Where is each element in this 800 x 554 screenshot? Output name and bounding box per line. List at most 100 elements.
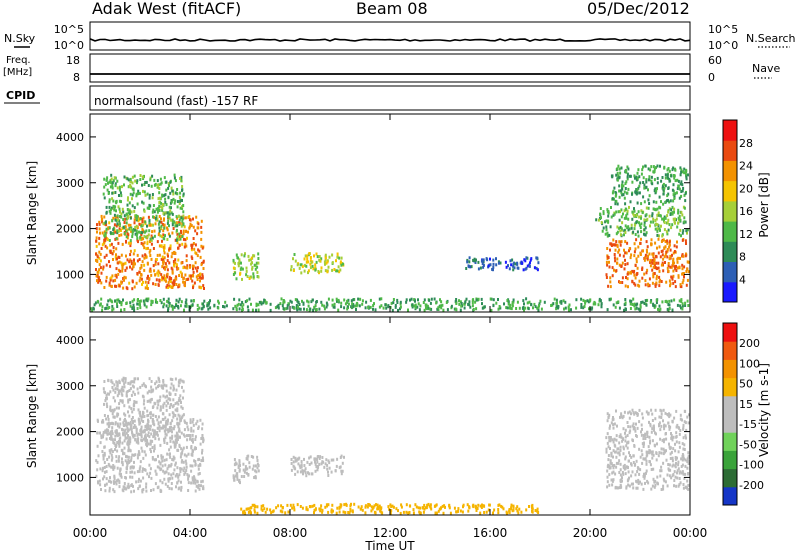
power-cell (652, 220, 655, 224)
power-cell (575, 306, 578, 310)
velocity-cell (376, 503, 379, 507)
power-cell (643, 302, 646, 305)
power-cell (123, 275, 126, 279)
velocity-cell (664, 424, 667, 428)
power-cell (98, 268, 101, 272)
velocity-cell (658, 424, 660, 428)
velocity-cell (160, 384, 163, 388)
power-cell (463, 306, 466, 310)
power-cell (257, 252, 260, 256)
power-cell (667, 218, 670, 222)
velocity-cell (144, 453, 147, 457)
velocity-cell (130, 458, 133, 462)
power-cell (182, 194, 185, 198)
power-cell (683, 206, 686, 210)
power-cell (620, 215, 623, 219)
power-cell (425, 303, 428, 307)
power-cell (177, 237, 180, 241)
velocity-cell (684, 421, 687, 425)
power-cell (125, 217, 128, 221)
power-cell (631, 180, 634, 184)
power-cell (175, 228, 178, 232)
power-cell (172, 227, 175, 230)
power-cell (647, 206, 650, 210)
power-cell (239, 271, 242, 275)
power-cell (282, 299, 285, 302)
power-cell (633, 213, 636, 217)
velocity-cell (130, 393, 133, 397)
velocity-cell (609, 437, 612, 440)
velocity-cell (182, 380, 185, 384)
power-cell (148, 207, 151, 210)
power-cell (241, 277, 243, 281)
velocity-cell (512, 504, 515, 508)
power-cell (633, 254, 636, 258)
power-cell (105, 223, 108, 227)
velocity-cell (676, 476, 679, 480)
power-cell (612, 189, 615, 193)
velocity-cell (115, 459, 118, 463)
power-data-layer (90, 164, 690, 312)
velocity-cell (605, 447, 608, 451)
velocity-cell (622, 466, 625, 470)
power-cell (148, 196, 151, 200)
velocity-cell (628, 484, 631, 488)
power-cell (509, 259, 512, 263)
velocity-cell (389, 503, 392, 507)
power-cell (201, 246, 204, 250)
velocity-cell (97, 454, 100, 458)
velocity-cell (116, 449, 119, 453)
power-cell (610, 174, 613, 178)
power-cell (320, 257, 323, 261)
power-cell (123, 278, 125, 282)
power-cell (238, 307, 241, 311)
velocity-cell (140, 418, 143, 422)
velocity-cell (167, 401, 169, 405)
velocity-cell (109, 432, 112, 436)
velocity-cell (161, 464, 164, 468)
power-cell (609, 248, 611, 252)
power-cell (151, 236, 154, 240)
freq-panel-frame (89, 53, 691, 83)
power-cell (168, 277, 171, 281)
power-cell (343, 298, 346, 302)
velocity-cell (621, 476, 623, 480)
velocity-cell (622, 452, 625, 456)
power-cell (469, 265, 472, 269)
power-cell (118, 222, 121, 226)
power-cell (649, 224, 651, 228)
velocity-cell (327, 510, 330, 514)
power-cell (151, 230, 154, 234)
velocity-cell (190, 429, 193, 433)
velocity-cell (640, 449, 643, 453)
power-cell (535, 266, 538, 270)
velocity-cell (201, 448, 204, 452)
power-cell (317, 270, 320, 273)
velocity-cell (163, 458, 166, 462)
power-cell (116, 305, 119, 308)
power-cell (475, 307, 478, 311)
velocity-cell (606, 465, 609, 469)
velocity-cell (120, 448, 123, 452)
power-cell (168, 304, 171, 308)
power-cell (105, 178, 108, 182)
power-cell (233, 297, 236, 301)
velocity-cell (233, 463, 236, 467)
velocity-cell (299, 466, 302, 470)
power-cell (198, 275, 201, 279)
velocity-cell (165, 404, 168, 408)
power-cell (269, 308, 272, 312)
power-cell (158, 226, 161, 230)
power-cell (129, 253, 132, 257)
power-cell (661, 300, 664, 304)
power-cell (675, 264, 677, 268)
power-cell (185, 266, 188, 270)
power-cell (178, 202, 181, 205)
power-cell (414, 303, 417, 307)
power-cell (610, 297, 612, 301)
velocity-cell (127, 443, 130, 447)
power-cell (397, 308, 399, 312)
power-cell (201, 273, 204, 277)
velocity-cell (645, 471, 647, 475)
power-cell (256, 270, 259, 274)
